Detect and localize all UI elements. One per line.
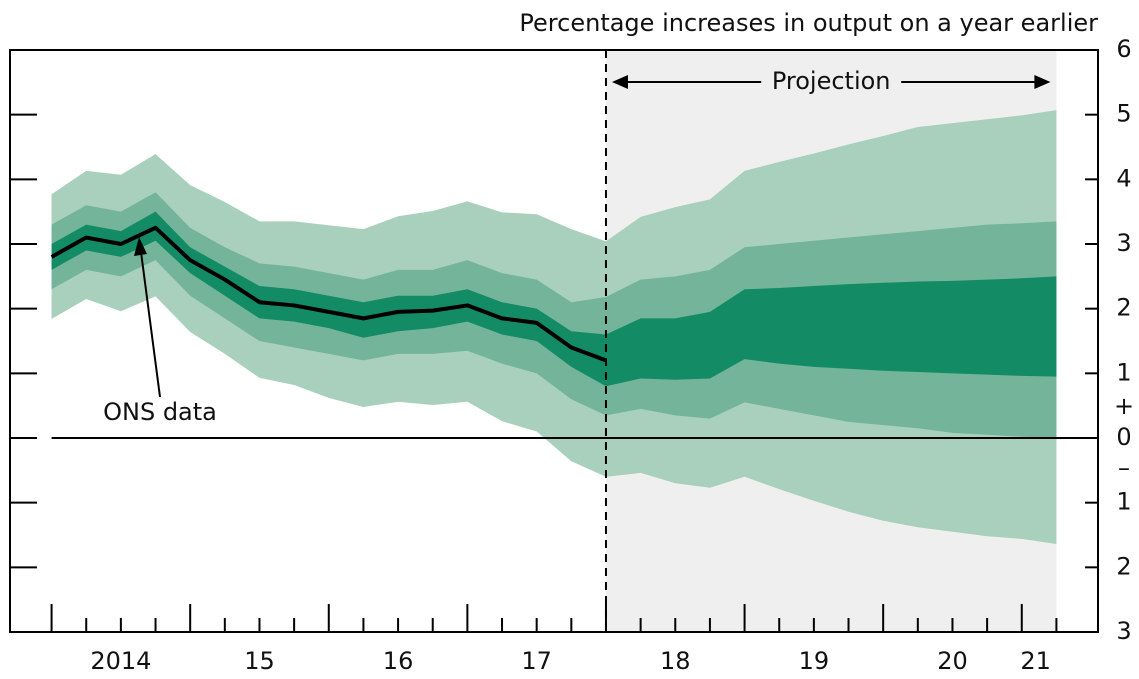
y-tick-label: 2	[1116, 552, 1131, 580]
sign-plus: +	[1114, 392, 1134, 420]
fan-band	[51, 211, 1057, 387]
x-tick-label: 17	[521, 647, 552, 675]
arrow-head	[134, 237, 147, 256]
sign-minus: –	[1118, 454, 1130, 482]
y-tick-label: 1	[1116, 358, 1131, 386]
x-tick-label: 18	[660, 647, 691, 675]
x-tick-label: 15	[244, 647, 275, 675]
x-tick-label: 21	[1020, 647, 1051, 675]
y-tick-label: 0	[1116, 423, 1131, 451]
data-line	[50, 225, 607, 363]
projection-label: Projection	[772, 67, 891, 95]
y-tick-label: 3	[1116, 229, 1131, 257]
y-tick-label: 5	[1116, 100, 1131, 128]
plot-frame	[9, 49, 1099, 633]
chart-title: Percentage increases in output on a year…	[519, 9, 1098, 37]
arrow-head	[611, 75, 628, 89]
arrow-head	[1034, 75, 1051, 89]
annotation-arrow	[140, 251, 161, 398]
y-tick-label: 3	[1116, 617, 1131, 645]
fan-band	[51, 192, 1057, 438]
x-tick-label: 2014	[90, 647, 151, 675]
y-tick-label: 4	[1116, 164, 1131, 192]
series-label: ONS data	[103, 398, 217, 426]
y-tick-label: 1	[1116, 488, 1131, 516]
x-tick-label: 19	[799, 647, 830, 675]
y-tick-label: 6	[1116, 35, 1131, 63]
y-tick-label: 2	[1116, 294, 1131, 322]
x-tick-label: 20	[937, 647, 968, 675]
x-tick-label: 16	[383, 647, 414, 675]
